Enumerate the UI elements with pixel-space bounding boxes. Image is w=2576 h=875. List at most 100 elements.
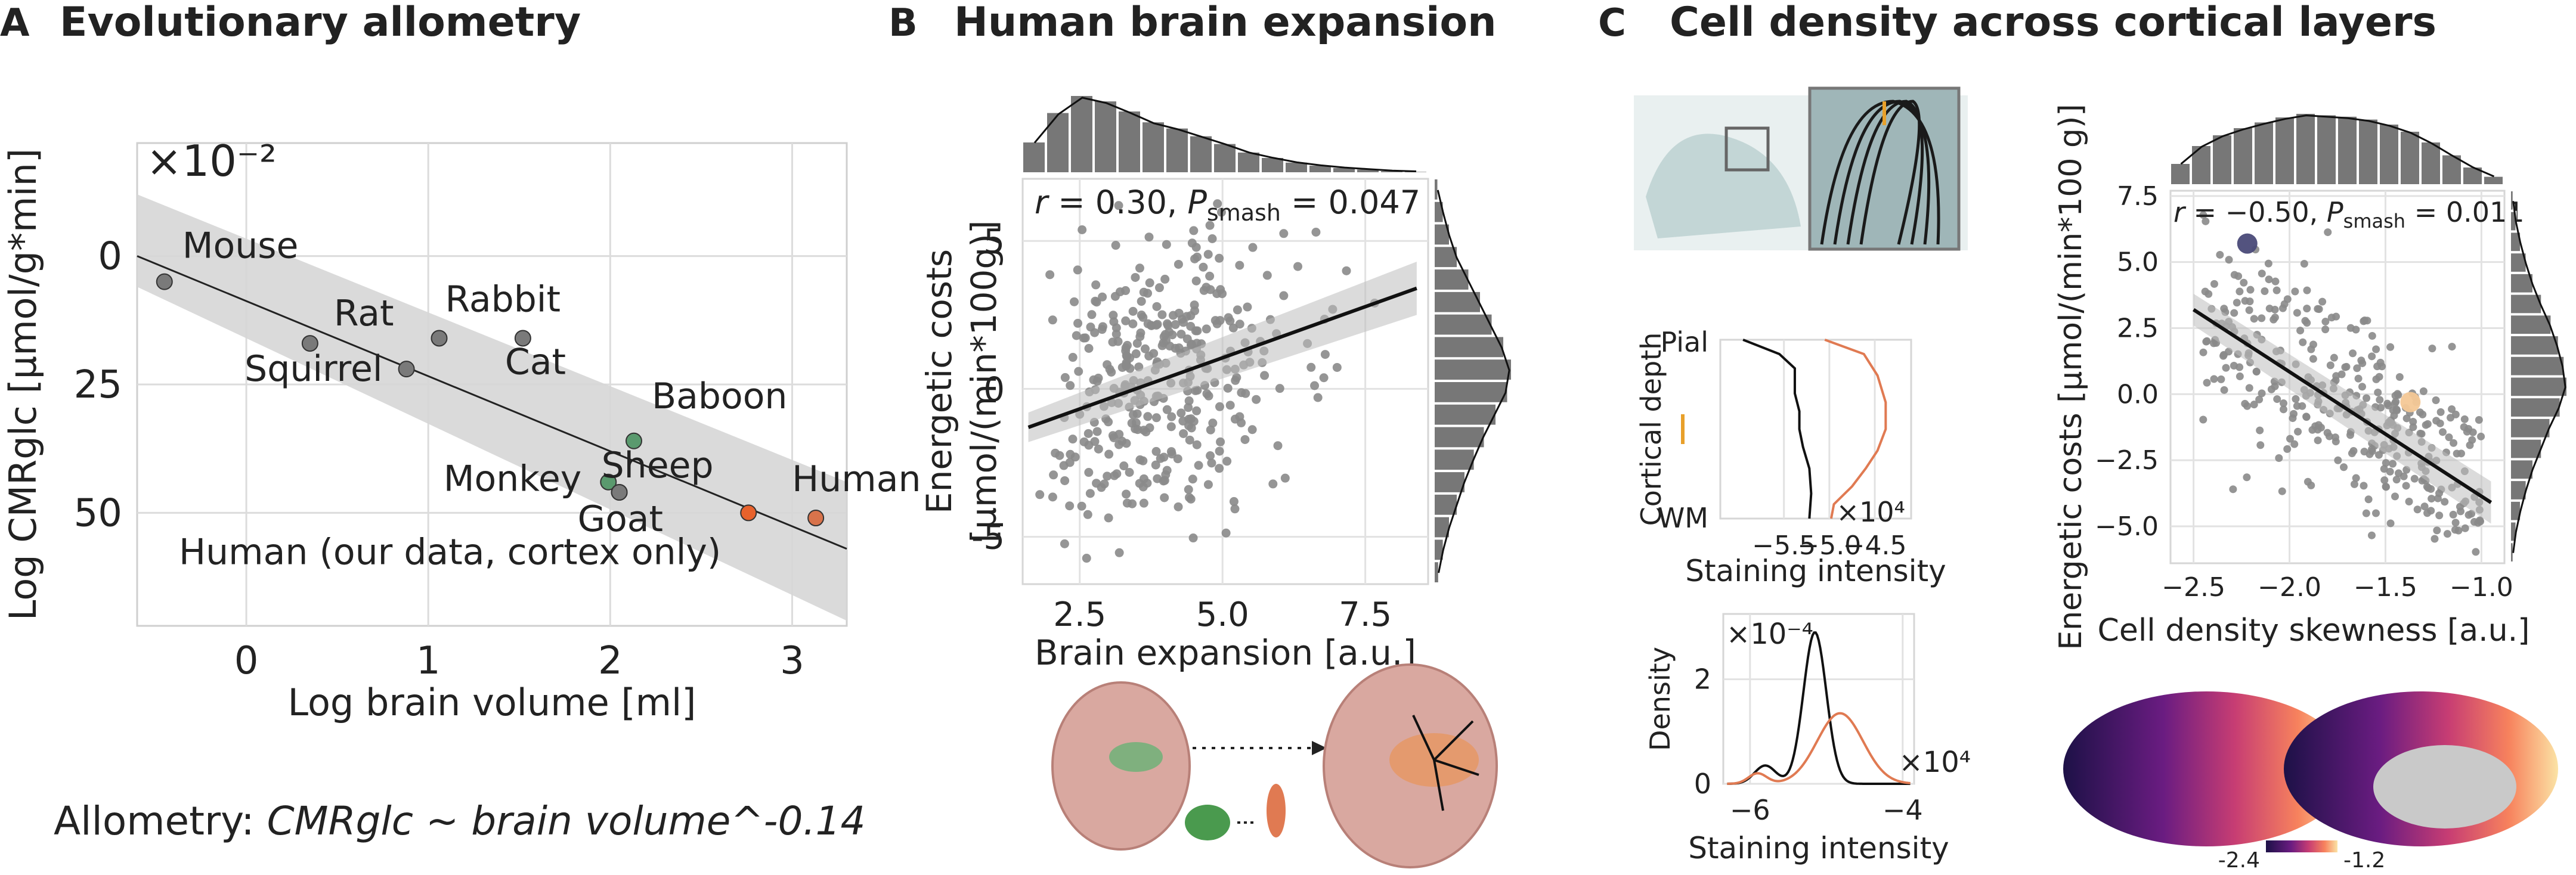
top-hist-bar xyxy=(2170,163,2191,185)
scatter-point xyxy=(1098,292,1107,302)
scatter-point xyxy=(2326,361,2334,370)
scatter-point xyxy=(1262,271,1272,280)
scatter-point xyxy=(1273,441,1283,451)
scatter-point xyxy=(2272,286,2281,294)
y-tick-label: 2.5 xyxy=(2117,313,2159,343)
scatter-point xyxy=(2243,473,2251,482)
right-hist-bar xyxy=(2510,355,2565,377)
scatter-point xyxy=(2230,362,2238,370)
top-hist-bar xyxy=(2274,116,2295,185)
right-hist-bar xyxy=(1433,516,1450,539)
scatter-point xyxy=(1241,389,1250,398)
scatter-point xyxy=(2296,327,2305,335)
scatter-point xyxy=(2265,275,2273,284)
scatter-point xyxy=(1212,289,1222,299)
scatter-point xyxy=(2394,390,2402,398)
scatter-point xyxy=(1216,207,1226,217)
right-hist-bar xyxy=(1433,313,1493,336)
scatter-point xyxy=(2219,350,2228,359)
scatter-point xyxy=(1143,412,1153,421)
annotation: Human (our data, cortex only) xyxy=(179,532,721,573)
scatter-point xyxy=(2203,378,2211,387)
x-tick-label: −6 xyxy=(1730,794,1770,826)
scatter-point xyxy=(1048,315,1057,325)
scatter-point xyxy=(1179,429,1188,438)
scatter-point xyxy=(1252,395,1261,404)
scatter-point xyxy=(2380,476,2389,485)
scatter-point xyxy=(2314,436,2322,445)
scatter-point xyxy=(2199,211,2207,219)
scatter-point xyxy=(2436,419,2444,427)
scatter-point xyxy=(1206,425,1215,435)
scatter-point xyxy=(2256,441,2265,449)
x-tick-label: 2.5 xyxy=(1053,595,1106,634)
profile-line xyxy=(1742,339,1813,519)
scatter-point xyxy=(1145,423,1154,433)
scatter-point xyxy=(2324,228,2332,237)
small-brain-region xyxy=(1109,742,1163,772)
scatter-point xyxy=(1233,305,1242,315)
scatter-point xyxy=(2245,306,2253,314)
scatter-point xyxy=(1151,321,1161,330)
scatter-point xyxy=(2308,426,2317,434)
scatter-point xyxy=(2416,408,2424,417)
scatter-point xyxy=(1065,458,1075,467)
scatter-point xyxy=(1184,396,1194,406)
scatter-point xyxy=(1188,474,1197,484)
scatter-point xyxy=(1109,433,1119,442)
scatter-point xyxy=(1114,548,1124,557)
scatter-point xyxy=(1083,429,1093,438)
scatter-point xyxy=(1192,440,1202,449)
y-tick-label: 25 xyxy=(74,363,122,407)
stat-subscript: smash xyxy=(2343,210,2405,232)
scatter-point xyxy=(1228,323,1238,333)
scatter-point xyxy=(2250,401,2258,409)
top-kde-curve xyxy=(2180,114,2495,178)
scatter-point xyxy=(2217,375,2225,383)
scatter-point xyxy=(2472,548,2480,556)
right-hist-bar xyxy=(2510,417,2551,439)
tissue-section xyxy=(1646,134,1801,238)
scatter-point xyxy=(2330,353,2338,362)
scatter-point xyxy=(1237,418,1246,427)
scatter-point xyxy=(1186,494,1196,504)
scatter-point xyxy=(1156,454,1165,463)
stat-subscript: smash xyxy=(1207,200,1281,226)
scatter-point xyxy=(2286,435,2294,443)
expansion-arrow xyxy=(1433,759,1444,811)
zoom-box xyxy=(1724,126,1770,172)
scatter-point xyxy=(1065,501,1075,511)
top-hist-bar xyxy=(1094,100,1117,174)
scatter-point xyxy=(2449,510,2457,519)
scatter-point xyxy=(1091,280,1101,290)
right-hist-bar xyxy=(1433,178,1439,201)
plot-area xyxy=(1719,339,1912,520)
scatter-point xyxy=(1132,409,1142,418)
scatter-point xyxy=(1055,451,1064,460)
scatter-point xyxy=(2395,373,2404,381)
stat-p-value: = 0.047 xyxy=(1281,184,1420,221)
scatter-point xyxy=(1243,302,1252,312)
scatter-point xyxy=(1110,471,1119,480)
scatter-point xyxy=(2318,297,2327,306)
y-tick-label: −2.5 xyxy=(2095,445,2159,476)
scatter-point xyxy=(1260,371,1270,380)
scatter-point xyxy=(1122,489,1131,499)
scatter-point xyxy=(2321,325,2330,334)
axis-multiplier: ×10⁴ xyxy=(1836,496,1905,528)
scatter-point xyxy=(1171,320,1180,330)
lateral-surface xyxy=(2063,691,2349,846)
right-hist-bar xyxy=(1433,448,1475,471)
right-hist-bar xyxy=(1433,358,1512,381)
scatter-point xyxy=(1166,422,1176,432)
colorbar xyxy=(2266,840,2337,852)
scatter-point xyxy=(1131,272,1140,282)
scatter-point xyxy=(2270,315,2278,324)
scatter-point xyxy=(1160,476,1169,485)
scatter-point xyxy=(2374,388,2382,396)
right-hist-bar xyxy=(1433,471,1466,494)
stat-p-value: = 0.011 xyxy=(2405,196,2524,228)
y-axis-label: Energetic costs xyxy=(919,249,959,514)
y-tick-label: 0 xyxy=(1694,768,1711,800)
